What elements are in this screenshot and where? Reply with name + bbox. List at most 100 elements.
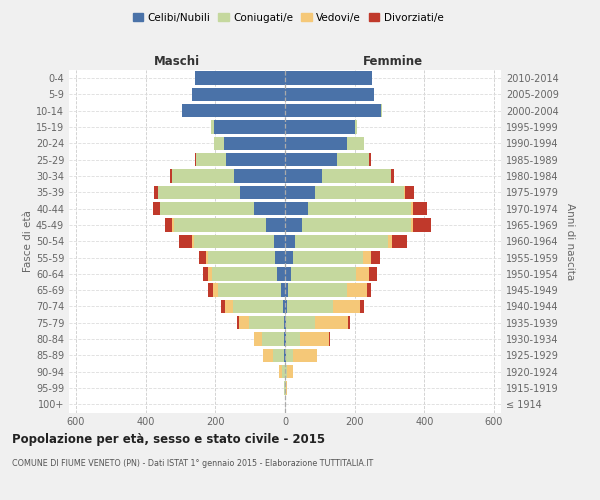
Bar [285, 365, 287, 378]
Bar [347, 136, 364, 150]
Bar [285, 136, 347, 150]
Bar [412, 218, 413, 232]
Bar [285, 218, 302, 232]
Bar [273, 348, 284, 362]
Bar [290, 267, 356, 280]
Bar [277, 267, 285, 280]
Bar [314, 316, 348, 330]
Bar [285, 267, 290, 280]
Bar [237, 316, 239, 330]
Bar [203, 267, 208, 280]
Bar [370, 153, 371, 166]
Text: Maschi: Maschi [154, 56, 200, 68]
Bar [337, 153, 370, 166]
Bar [405, 186, 413, 199]
Bar [221, 300, 225, 313]
Bar [208, 267, 212, 280]
Bar [285, 300, 287, 313]
Bar [208, 284, 212, 297]
Bar [285, 316, 286, 330]
Bar [196, 153, 226, 166]
Bar [218, 284, 281, 297]
Bar [195, 72, 285, 85]
Bar [182, 104, 285, 118]
Bar [284, 382, 285, 394]
Bar [194, 234, 274, 248]
Bar [152, 202, 160, 215]
Bar [165, 218, 172, 232]
Bar [363, 251, 371, 264]
Bar [214, 136, 224, 150]
Bar [348, 316, 350, 330]
Bar [392, 234, 407, 248]
Bar [208, 251, 275, 264]
Bar [286, 316, 314, 330]
Bar [233, 300, 283, 313]
Bar [287, 300, 333, 313]
Bar [254, 202, 285, 215]
Bar [170, 170, 172, 182]
Bar [413, 202, 427, 215]
Bar [179, 234, 192, 248]
Bar [412, 202, 413, 215]
Bar [283, 300, 285, 313]
Bar [284, 316, 285, 330]
Bar [274, 234, 285, 248]
Bar [211, 120, 214, 134]
Bar [286, 348, 293, 362]
Bar [301, 332, 329, 346]
Bar [285, 348, 286, 362]
Bar [302, 218, 412, 232]
Bar [356, 267, 370, 280]
Bar [281, 365, 285, 378]
Bar [284, 348, 285, 362]
Bar [224, 136, 285, 150]
Bar [239, 316, 249, 330]
Bar [388, 234, 392, 248]
Bar [360, 300, 364, 313]
Bar [295, 234, 388, 248]
Bar [322, 170, 391, 182]
Bar [226, 153, 285, 166]
Bar [285, 284, 289, 297]
Bar [285, 202, 308, 215]
Bar [404, 186, 405, 199]
Bar [293, 348, 317, 362]
Bar [381, 104, 382, 118]
Bar [206, 251, 208, 264]
Bar [160, 202, 254, 215]
Bar [249, 316, 284, 330]
Bar [308, 202, 412, 215]
Bar [285, 332, 286, 346]
Bar [285, 382, 286, 394]
Text: COMUNE DI FIUME VENETO (PN) - Dati ISTAT 1° gennaio 2015 - Elaborazione TUTTITAL: COMUNE DI FIUME VENETO (PN) - Dati ISTAT… [12, 459, 373, 468]
Bar [285, 251, 293, 264]
Bar [158, 186, 240, 199]
Bar [285, 88, 374, 101]
Bar [284, 332, 285, 346]
Bar [173, 218, 266, 232]
Bar [347, 284, 367, 297]
Bar [212, 284, 218, 297]
Bar [355, 120, 357, 134]
Bar [199, 251, 206, 264]
Bar [172, 170, 235, 182]
Bar [285, 153, 337, 166]
Bar [212, 267, 277, 280]
Bar [254, 332, 262, 346]
Bar [370, 267, 377, 280]
Bar [191, 88, 285, 101]
Bar [391, 170, 394, 182]
Bar [371, 251, 380, 264]
Bar [262, 332, 284, 346]
Bar [314, 186, 404, 199]
Bar [240, 186, 285, 199]
Bar [333, 300, 360, 313]
Bar [266, 218, 285, 232]
Bar [281, 284, 285, 297]
Bar [195, 153, 196, 166]
Text: Popolazione per età, sesso e stato civile - 2015: Popolazione per età, sesso e stato civil… [12, 432, 325, 446]
Bar [172, 218, 173, 232]
Bar [413, 218, 431, 232]
Bar [285, 120, 355, 134]
